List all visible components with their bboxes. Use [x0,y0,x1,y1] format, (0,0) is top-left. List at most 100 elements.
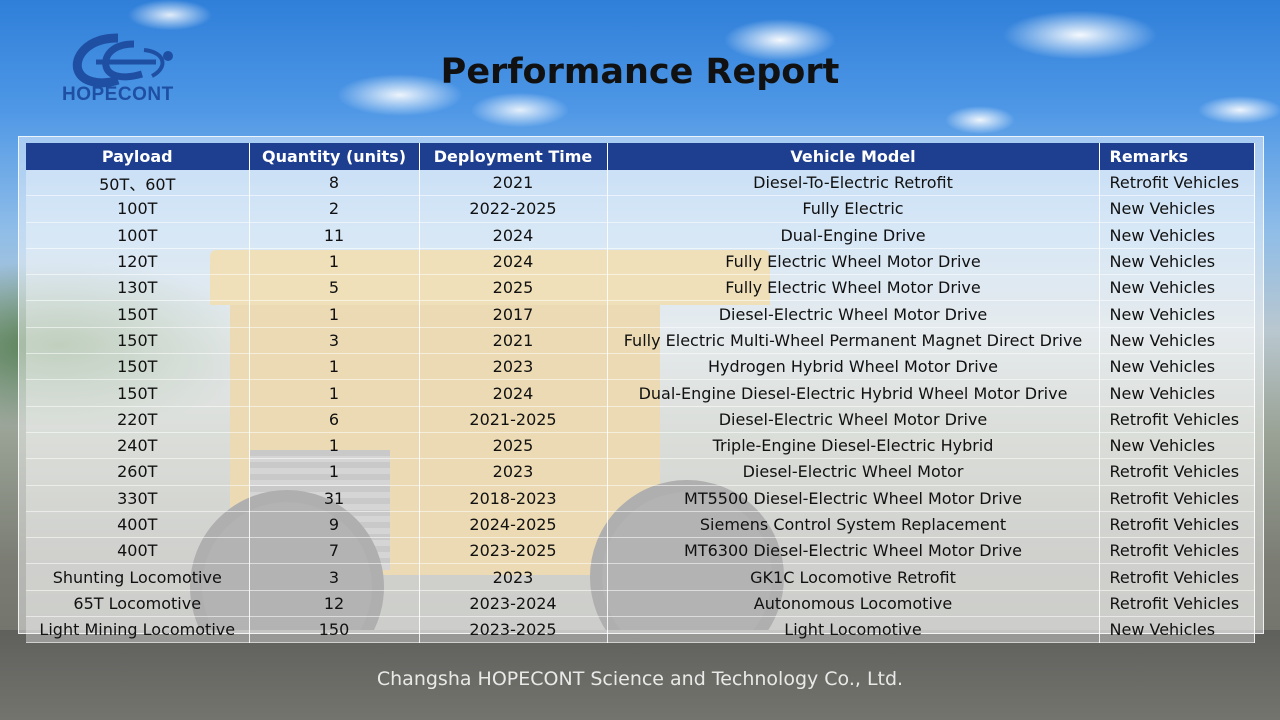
cell-deployment-time: 2025 [419,274,608,302]
cell-payload: 400T [26,511,250,539]
cell-vehicle-model: Diesel-Electric Wheel Motor Drive [607,406,1100,433]
table-row: 65T Locomotive 12 2023-2024 Autonomous Loco… [26,590,1255,618]
column-header-payload: Payload [26,143,250,170]
cell-payload: 150T [26,327,250,355]
table-row: 100T 2 2022-2025 Fully Electric New Vehicles [26,195,1255,223]
cell-vehicle-model: Dual-Engine Drive [607,222,1100,249]
cell-vehicle-model: GK1C Locomotive Retrofit [607,563,1100,591]
table-row: 400T 7 2023-2025 MT6300 Diesel-Electric Whe… [26,537,1255,565]
cell-deployment-time: 2025 [419,432,608,460]
cell-remarks: Retrofit Vehicles [1099,563,1255,591]
cell-payload: 150T [26,353,250,381]
cell-vehicle-model: MT6300 Diesel-Electric Wheel Motor Drive [607,537,1100,565]
cell-remarks: New Vehicles [1099,379,1255,407]
cell-vehicle-model: Diesel-Electric Wheel Motor [607,458,1100,486]
cell-vehicle-model: Diesel-To-Electric Retrofit [607,170,1100,197]
table-row: 330T 31 2018-2023 MT5500 Diesel-Electric Wh… [26,485,1255,512]
table-row: Shunting Locomotive 3 2023 GK1C Locomotive … [26,563,1255,591]
cell-quantity: 8 [249,170,420,197]
cell-remarks: New Vehicles [1099,300,1255,328]
cell-payload: 100T [26,195,250,223]
cell-quantity: 11 [249,222,420,249]
cell-quantity: 1 [249,353,420,381]
cell-remarks: New Vehicles [1099,195,1255,223]
cell-remarks: New Vehicles [1099,222,1255,249]
cell-vehicle-model: Fully Electric Wheel Motor Drive [607,248,1100,276]
cell-deployment-time: 2023-2024 [419,590,608,618]
cell-quantity: 150 [249,616,420,644]
cell-payload: Shunting Locomotive [26,563,250,591]
cell-remarks: New Vehicles [1099,248,1255,276]
cell-quantity: 1 [249,248,420,276]
cell-vehicle-model: Dual-Engine Diesel-Electric Hybrid Wheel… [607,379,1100,407]
cell-deployment-time: 2023 [419,458,608,486]
cell-payload: 130T [26,274,250,302]
cell-remarks: New Vehicles [1099,432,1255,460]
cell-deployment-time: 2021 [419,327,608,355]
cell-vehicle-model: Triple-Engine Diesel-Electric Hybrid [607,432,1100,460]
cell-remarks: New Vehicles [1099,616,1255,644]
cell-deployment-time: 2023-2025 [419,616,608,644]
cell-payload: 150T [26,379,250,407]
cell-payload: 260T [26,458,250,486]
cell-vehicle-model: Light Locomotive [607,616,1100,644]
column-header-remarks: Remarks [1099,143,1255,170]
table-row: 130T 5 2025 Fully Electric Wheel Motor Driv… [26,274,1255,302]
page-title: Performance Report [440,52,840,92]
cell-quantity: 12 [249,590,420,618]
cell-payload: 220T [26,406,250,433]
cell-vehicle-model: Hydrogen Hybrid Wheel Motor Drive [607,353,1100,381]
table-row: 150T 3 2021 Fully Electric Multi-Wheel Perm… [26,327,1255,355]
cell-remarks: Retrofit Vehicles [1099,458,1255,486]
cell-remarks: Retrofit Vehicles [1099,485,1255,512]
company-footer: Changsha HOPECONT Science and Technology… [376,668,904,690]
cell-quantity: 3 [249,327,420,355]
cell-quantity: 1 [249,379,420,407]
cell-deployment-time: 2023 [419,563,608,591]
cell-quantity: 6 [249,406,420,433]
cell-remarks: New Vehicles [1099,353,1255,381]
cell-payload: 150T [26,300,250,328]
cell-deployment-time: 2024 [419,222,608,249]
table-row: 220T 6 2021-2025 Diesel-Electric Wheel Moto… [26,406,1255,433]
cell-remarks: Retrofit Vehicles [1099,537,1255,565]
cell-deployment-time: 2023 [419,353,608,381]
cell-remarks: Retrofit Vehicles [1099,170,1255,197]
cell-deployment-time: 2024-2025 [419,511,608,539]
table-row: 400T 9 2024-2025 Siemens Control System Rep… [26,511,1255,539]
cell-quantity: 9 [249,511,420,539]
column-header-vehicle-model: Vehicle Model [607,143,1100,170]
cell-payload: 400T [26,537,250,565]
cell-quantity: 2 [249,195,420,223]
table-row: 240T 1 2025 Triple-Engine Diesel-Electric H… [26,432,1255,460]
cell-vehicle-model: Fully Electric [607,195,1100,223]
table-row: 50T、60T 8 2021 Diesel-To-Electric Retrofit R… [26,170,1255,197]
cell-deployment-time: 2022-2025 [419,195,608,223]
cell-deployment-time: 2018-2023 [419,485,608,512]
cell-vehicle-model: Fully Electric Wheel Motor Drive [607,274,1100,302]
cell-deployment-time: 2017 [419,300,608,328]
cell-vehicle-model: Fully Electric Multi-Wheel Permanent Mag… [607,327,1100,355]
cell-quantity: 3 [249,563,420,591]
cell-remarks: Retrofit Vehicles [1099,590,1255,618]
cell-vehicle-model: Siemens Control System Replacement [607,511,1100,539]
cell-remarks: New Vehicles [1099,327,1255,355]
table-row: 150T 1 2023 Hydrogen Hybrid Wheel Motor Dri… [26,353,1255,381]
cell-payload: 240T [26,432,250,460]
cell-payload: 330T [26,485,250,512]
cell-quantity: 31 [249,485,420,512]
table-row: 150T 1 2017 Diesel-Electric Wheel Motor Dri… [26,300,1255,328]
column-header-deployment-time: Deployment Time [419,143,608,170]
brand-name: HOPECONT [62,84,174,105]
cell-quantity: 7 [249,537,420,565]
hopecont-logo-icon [72,33,173,88]
table-body: 50T、60T 8 2021 Diesel-To-Electric Retrofit R… [26,170,1255,644]
cell-remarks: Retrofit Vehicles [1099,406,1255,433]
cell-payload: 65T Locomotive [26,590,250,618]
cell-payload: Light Mining Locomotive [26,616,250,644]
table-row: 100T 11 2024 Dual-Engine Drive New Vehicles [26,222,1255,249]
cell-remarks: New Vehicles [1099,274,1255,302]
cell-payload: 120T [26,248,250,276]
cell-payload: 50T、60T [26,170,250,197]
cell-remarks: Retrofit Vehicles [1099,511,1255,539]
